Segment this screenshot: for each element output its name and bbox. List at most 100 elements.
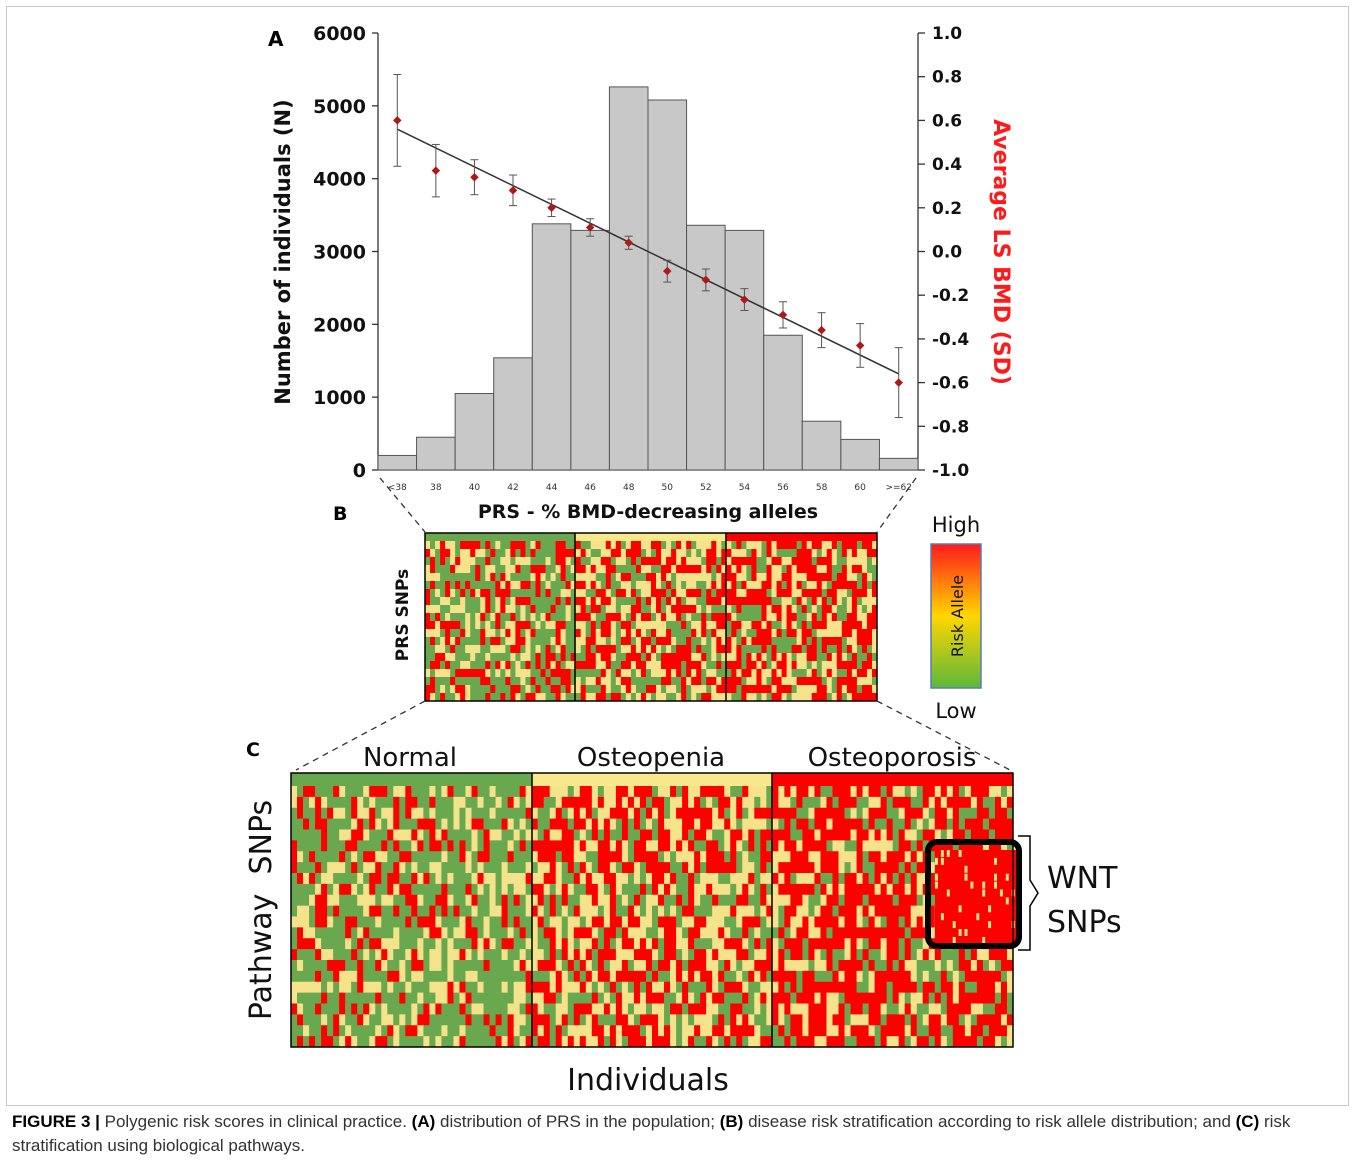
- heatmap-cell: [916, 894, 924, 907]
- heatmap-cell: [880, 829, 888, 841]
- heatmap-cell: [778, 981, 785, 994]
- heatmap-cell: [700, 786, 707, 798]
- heatmap-cell: [585, 645, 592, 654]
- heatmap-cell: [480, 661, 486, 670]
- heatmap-cell: [471, 883, 478, 896]
- heatmap-cell: [808, 981, 815, 994]
- histogram-bar: [878, 457, 919, 471]
- heatmap-cell: [309, 796, 316, 809]
- heatmap-cell: [459, 992, 466, 1004]
- heatmap-cell: [585, 549, 592, 558]
- heatmap-cell: [393, 796, 400, 809]
- heatmap-cell: [590, 621, 597, 630]
- heatmap-cell: [820, 927, 827, 939]
- heatmap-cell: [445, 557, 451, 566]
- heatmap-cell: [645, 894, 653, 907]
- heatmap-cell: [701, 573, 707, 582]
- heatmap-cell: [610, 637, 617, 646]
- heatmap-cell: [485, 629, 491, 638]
- bmd-point: [547, 203, 556, 213]
- heatmap-cell: [862, 992, 869, 1004]
- heatmap-cell: [880, 1003, 888, 1015]
- heatmap-cell: [791, 573, 798, 582]
- heatmap-cell: [766, 981, 773, 994]
- heatmap-cell: [351, 970, 358, 983]
- heatmap-cell: [716, 589, 722, 598]
- heatmap-cell: [490, 605, 496, 614]
- heatmap-cell: [357, 992, 364, 1004]
- heatmap-cell: [531, 807, 539, 820]
- heatmap-cell: [868, 905, 876, 917]
- heatmap-cell: [417, 807, 424, 820]
- heatmap-cell: [754, 807, 761, 820]
- heatmap-cell: [605, 693, 612, 702]
- heatmap-cell: [862, 916, 869, 928]
- heatmap-cell: [591, 981, 599, 994]
- heatmap-cell: [790, 1003, 797, 1015]
- heatmap-cell: [555, 637, 561, 646]
- heatmap-cell: [505, 589, 511, 598]
- heatmap-cell: [811, 573, 818, 582]
- heatmap-cell: [706, 573, 712, 582]
- heatmap-cell: [821, 573, 828, 582]
- heatmap-cell: [645, 565, 652, 574]
- heatmap-cell: [597, 796, 605, 809]
- heatmap-cell: [591, 938, 599, 950]
- heatmap-cell: [519, 894, 527, 907]
- heatmap-cell: [333, 873, 340, 885]
- heatmap-cell: [1006, 1014, 1014, 1026]
- heatmap-cell: [988, 921, 992, 929]
- heatmap-cell: [510, 581, 516, 590]
- heatmap-cell: [555, 938, 563, 950]
- heatmap-cell: [676, 873, 683, 885]
- heatmap-cell: [682, 873, 689, 885]
- heatmap-cell: [333, 796, 340, 809]
- heatmap-cell: [561, 916, 569, 928]
- heatmap-cell: [525, 557, 531, 566]
- heatmap-cell: [555, 661, 561, 670]
- heatmap-cell: [477, 807, 484, 820]
- heatmap-cell: [430, 669, 436, 678]
- heatmap-cell: [639, 786, 647, 798]
- heatmap-cell: [754, 938, 761, 950]
- heatmap-cell: [940, 818, 948, 830]
- heatmap-cell: [585, 1014, 593, 1026]
- heatmap-cell: [861, 693, 868, 702]
- heatmap-cell: [560, 565, 567, 574]
- heatmap-cell: [670, 970, 677, 983]
- heatmap-cell: [676, 807, 683, 820]
- heatmap-cell: [435, 613, 441, 622]
- heatmap-cell: [297, 894, 304, 907]
- heatmap-cell: [718, 960, 725, 972]
- heatmap-cell: [826, 549, 833, 558]
- heatmap-cell: [671, 661, 677, 670]
- heatmap-cell: [505, 637, 511, 646]
- heatmap-cell: [505, 573, 511, 582]
- heatmap-cell: [565, 557, 572, 566]
- heatmap-cell: [761, 645, 767, 654]
- heatmap-cell: [555, 645, 561, 654]
- heatmap-cell: [459, 873, 466, 885]
- heatmap-cell: [609, 1025, 617, 1037]
- heatmap-cell: [375, 786, 382, 798]
- heatmap-cell: [952, 807, 960, 820]
- heatmap-cell: [836, 661, 843, 670]
- heatmap-cell: [645, 960, 653, 972]
- heatmap-cell: [453, 927, 460, 939]
- heatmap-cell: [575, 629, 582, 638]
- heatmap-cell: [585, 938, 593, 950]
- heatmap-cell: [627, 1036, 635, 1048]
- heatmap-cell: [530, 605, 536, 614]
- heatmap-cell: [519, 949, 527, 961]
- panel-c-label: C: [246, 739, 260, 761]
- heatmap-cell: [620, 645, 627, 654]
- heatmap-cell: [731, 661, 737, 670]
- heatmap-cell: [808, 873, 815, 885]
- heatmap-cell: [609, 829, 617, 841]
- heatmap-cell: [940, 857, 944, 865]
- heatmap-cell: [351, 829, 358, 841]
- heatmap-cell: [639, 883, 647, 896]
- heatmap-cell: [530, 645, 536, 654]
- heatmap-cell: [605, 573, 612, 582]
- heatmap-cell: [716, 629, 722, 638]
